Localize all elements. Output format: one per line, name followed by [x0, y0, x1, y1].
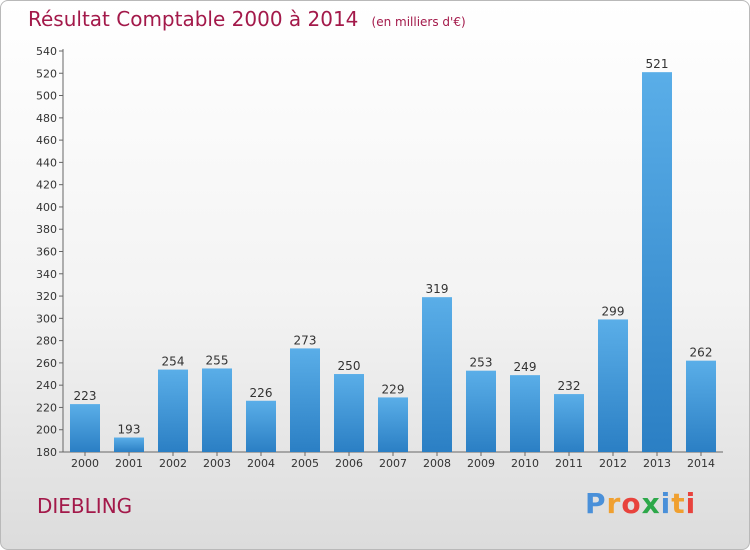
proxiti-logo: Proxiti	[585, 487, 696, 520]
x-tick-label: 2009	[467, 457, 495, 470]
chart-unit-label: (en milliers d'€)	[371, 15, 466, 29]
y-tick-label: 480	[36, 112, 57, 125]
bar	[114, 437, 144, 452]
y-tick-label: 240	[36, 379, 57, 392]
x-tick-label: 2008	[423, 457, 451, 470]
logo-letter: r	[606, 487, 622, 520]
y-tick-label: 500	[36, 90, 57, 103]
bar-value-label: 249	[514, 360, 537, 374]
bar	[158, 369, 188, 452]
bar-value-label: 273	[294, 333, 317, 347]
chart-title: Résultat Comptable 2000 à 2014	[28, 7, 359, 31]
bar	[70, 404, 100, 452]
bar-value-label: 223	[74, 389, 97, 403]
bar	[642, 72, 672, 453]
bar	[510, 375, 540, 452]
y-tick-label: 400	[36, 201, 57, 214]
x-tick-label: 2005	[291, 457, 319, 470]
y-tick-label: 460	[36, 134, 57, 147]
logo-letter: P	[585, 487, 607, 520]
x-tick-label: 2007	[379, 457, 407, 470]
y-tick-label: 200	[36, 424, 57, 437]
y-tick-label: 340	[36, 268, 57, 281]
y-tick-label: 220	[36, 401, 57, 414]
bar-value-label: 254	[162, 355, 185, 369]
bar	[686, 360, 716, 452]
y-tick-label: 180	[36, 446, 57, 459]
bar-value-label: 229	[382, 382, 405, 396]
logo-letter: t	[671, 487, 686, 520]
y-tick-label: 320	[36, 290, 57, 303]
x-tick-label: 2002	[159, 457, 187, 470]
bar-value-label: 250	[338, 359, 361, 373]
x-tick-label: 2014	[687, 457, 715, 470]
bar-value-label: 193	[118, 423, 141, 437]
x-tick-label: 2012	[599, 457, 627, 470]
x-tick-label: 2001	[115, 457, 143, 470]
title-row: Résultat Comptable 2000 à 2014 (en milli…	[28, 7, 466, 31]
y-tick-label: 260	[36, 357, 57, 370]
y-tick-label: 380	[36, 223, 57, 236]
bar	[422, 297, 452, 452]
bar-value-label: 319	[426, 282, 449, 296]
bar-value-label: 521	[646, 57, 669, 71]
bar-value-label: 232	[558, 379, 581, 393]
y-tick-label: 440	[36, 156, 57, 169]
bar	[334, 374, 364, 452]
bar	[378, 397, 408, 452]
y-tick-label: 520	[36, 67, 57, 80]
logo-letter: o	[621, 487, 642, 520]
y-tick-label: 540	[36, 45, 57, 58]
x-tick-label: 2010	[511, 457, 539, 470]
x-tick-label: 2004	[247, 457, 275, 470]
x-tick-label: 2006	[335, 457, 363, 470]
bar	[554, 394, 584, 452]
x-tick-label: 2000	[71, 457, 99, 470]
bar	[466, 370, 496, 452]
bar	[290, 348, 320, 452]
y-tick-label: 280	[36, 335, 57, 348]
y-tick-label: 360	[36, 246, 57, 259]
logo-letter: x	[641, 487, 661, 520]
bar	[598, 319, 628, 452]
bar-value-label: 226	[250, 386, 273, 400]
x-tick-label: 2013	[643, 457, 671, 470]
commune-name: DIEBLING	[37, 494, 133, 518]
bar-value-label: 262	[690, 346, 713, 360]
x-tick-label: 2003	[203, 457, 231, 470]
y-tick-label: 420	[36, 179, 57, 192]
bar-value-label: 253	[470, 356, 493, 370]
logo-letter: i	[660, 487, 672, 520]
x-tick-label: 2011	[555, 457, 583, 470]
logo-letter: i	[685, 487, 697, 520]
bar	[246, 400, 276, 452]
y-tick-label: 300	[36, 312, 57, 325]
bar-value-label: 299	[602, 304, 625, 318]
bar	[202, 368, 232, 452]
bar-value-label: 255	[206, 353, 229, 367]
